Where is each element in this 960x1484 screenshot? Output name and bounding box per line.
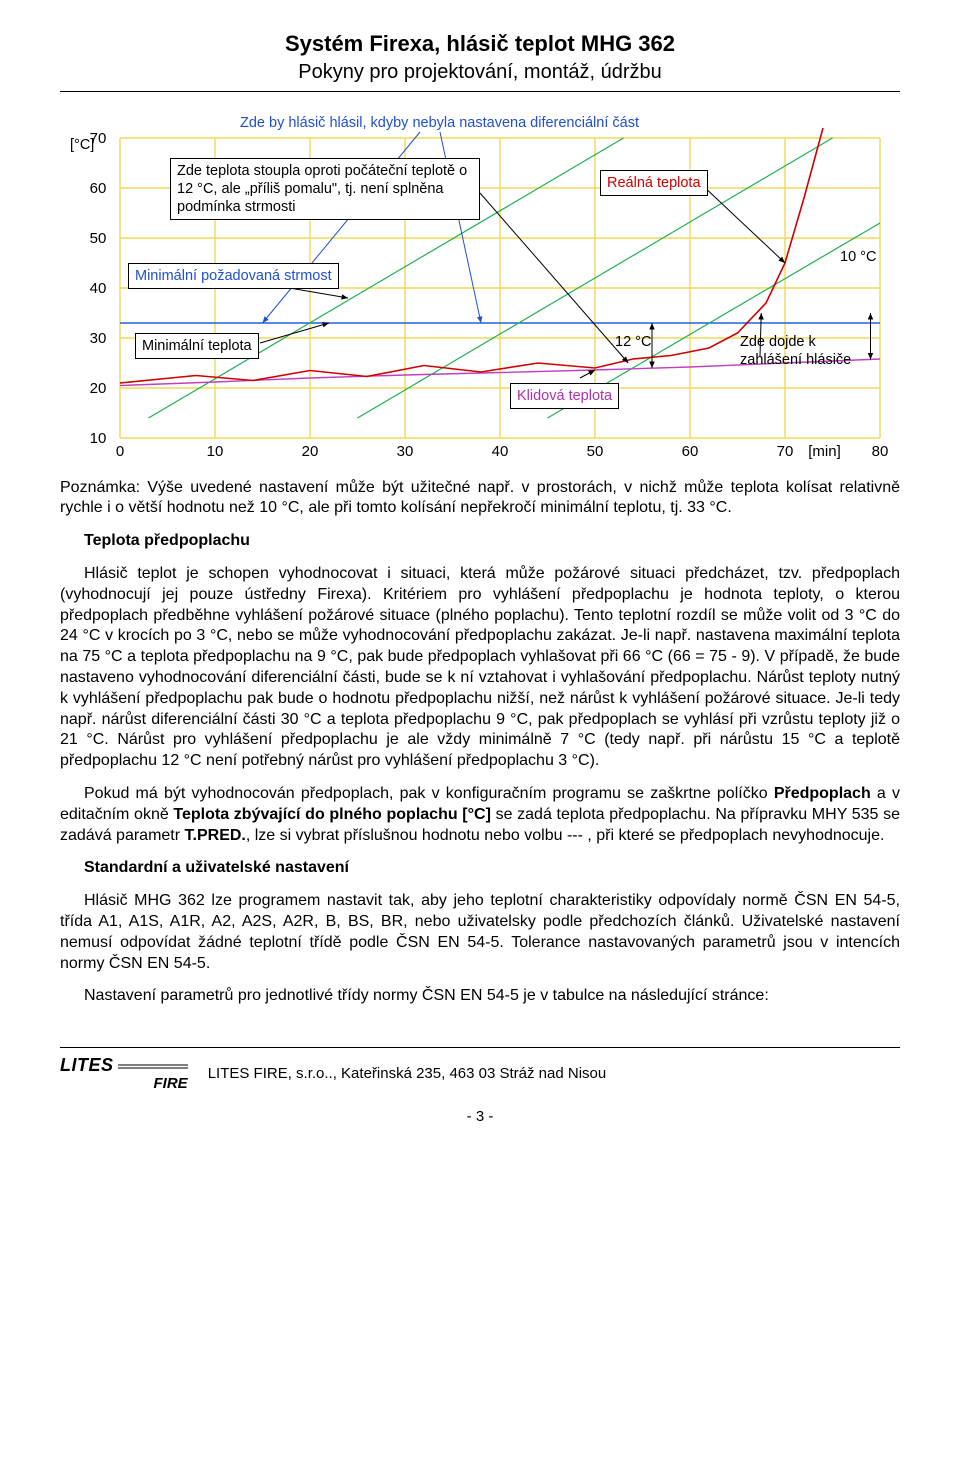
note-para: Poznámka: Výše uvedené nastavení může bý… xyxy=(60,478,900,520)
sec-prealarm-head: Teplota předpoplachu xyxy=(60,531,900,552)
svg-text:30: 30 xyxy=(90,330,107,347)
svg-text:70: 70 xyxy=(777,443,794,460)
sec-std-p2: Nastavení parametrů pro jednotlivé třídy… xyxy=(60,986,900,1007)
svg-text:30: 30 xyxy=(397,443,414,460)
svg-text:0: 0 xyxy=(116,443,124,460)
label-10c: 10 °C xyxy=(840,248,876,266)
svg-text:40: 40 xyxy=(492,443,509,460)
header-rule xyxy=(60,91,900,92)
svg-text:20: 20 xyxy=(90,380,107,397)
p2f: T.PRED. xyxy=(185,827,246,844)
label-12c: 12 °C xyxy=(615,333,651,351)
sec-std-p1: Hlásič MHG 362 lze programem nastavit ta… xyxy=(60,891,900,974)
svg-text:80: 80 xyxy=(872,443,889,460)
svg-text:10: 10 xyxy=(207,443,224,460)
logo: LITES FIRE xyxy=(60,1054,188,1093)
svg-text:[min]: [min] xyxy=(808,443,841,460)
y-unit: [°C] xyxy=(70,136,94,154)
svg-text:60: 60 xyxy=(90,180,107,197)
diff-chart: 1020304050607001020304050607080[min] Zde… xyxy=(60,108,900,468)
note-text: Výše uvedené nastavení může být užitečné… xyxy=(60,479,900,517)
svg-text:40: 40 xyxy=(90,280,107,297)
p2b: Předpoplach xyxy=(774,785,871,802)
callout-min-temp: Minimální teplota xyxy=(135,333,259,359)
svg-text:20: 20 xyxy=(302,443,319,460)
footer-company: LITES FIRE, s.r.o.., Kateřinská 235, 463… xyxy=(208,1064,607,1084)
page-title-1: Systém Firexa, hlásič teplot MHG 362 xyxy=(60,30,900,59)
p2d: Teplota zbývající do plného poplachu [°C… xyxy=(173,806,490,823)
footer: LITES FIRE LITES FIRE, s.r.o.., Kateřins… xyxy=(60,1054,900,1093)
footer-rule xyxy=(60,1047,900,1048)
callout-top: Zde by hlásič hlásil, kdyby nebyla nasta… xyxy=(240,114,639,132)
p2g: , lze si vybrat příslušnou hodnotu nebo … xyxy=(246,827,885,844)
svg-text:60: 60 xyxy=(682,443,699,460)
note-label: Poznámka: xyxy=(60,479,140,496)
callout-real: Reálná teplota xyxy=(600,170,708,196)
callout-min-slope: Minimální požadovaná strmost xyxy=(128,263,339,289)
callout-trigger: Zde dojde k zahlášení hlásiče xyxy=(740,333,880,369)
callout-rise-box: Zde teplota stoupla oproti počáteční tep… xyxy=(170,158,480,220)
callout-rest: Klidová teplota xyxy=(510,383,619,409)
logo-stripes-icon xyxy=(118,1063,188,1071)
logo-top: LITES xyxy=(60,1054,114,1077)
page-number: - 3 - xyxy=(60,1107,900,1127)
sec-prealarm-p1: Hlásič teplot je schopen vyhodnocovat i … xyxy=(60,564,900,772)
svg-text:10: 10 xyxy=(90,430,107,447)
page-title-2: Pokyny pro projektování, montáž, údržbu xyxy=(60,59,900,85)
sec-prealarm-p2: Pokud má být vyhodnocován předpoplach, p… xyxy=(60,784,900,846)
sec-std-head: Standardní a uživatelské nastavení xyxy=(60,858,900,879)
svg-text:50: 50 xyxy=(90,230,107,247)
p2a: Pokud má být vyhodnocován předpoplach, p… xyxy=(84,785,774,802)
svg-text:50: 50 xyxy=(587,443,604,460)
